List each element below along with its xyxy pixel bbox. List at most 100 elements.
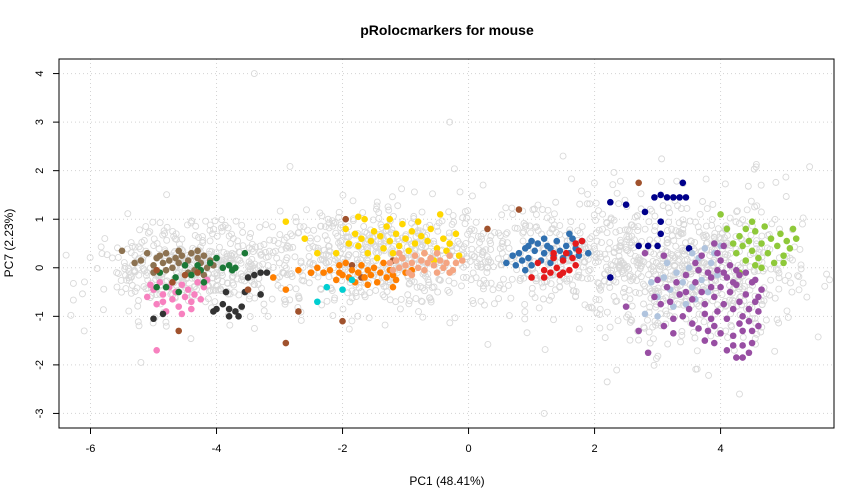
background-point-1840 [657,178,665,185]
marker-point-9-2 [512,262,520,269]
background-point-1711 [628,317,636,324]
background-point-635 [487,279,495,287]
marker-point-0-0 [118,247,126,255]
background-point-222 [226,251,234,259]
background-point-1308 [593,237,601,245]
background-point-856 [373,202,381,210]
marker-point-12-21 [654,313,661,320]
background-point-1311 [621,226,629,234]
background-point-1862 [651,286,659,293]
background-point-1800 [671,254,679,261]
background-point-383 [266,236,274,244]
marker-point-9-30 [525,242,532,250]
background-point-223 [169,228,177,235]
background-point-603 [406,279,414,287]
background-point-804 [417,297,425,305]
background-point-1455 [663,227,671,235]
marker-point-14-56 [720,269,728,276]
background-point-826 [334,232,341,240]
background-point-77 [134,318,142,326]
background-point-1641 [739,333,747,341]
background-point-750 [449,212,457,219]
background-point-1747 [782,173,790,181]
background-point-1570 [607,214,615,222]
marker-point-13-23 [748,218,756,225]
background-point-1162 [516,277,524,285]
marker-point-12-0 [647,279,655,286]
background-point-633 [494,255,502,263]
background-point-349 [131,288,139,295]
background-point-798 [300,223,308,231]
background-point-1142 [547,280,555,288]
marker-point-14-5 [726,288,734,296]
background-point-795 [296,223,304,231]
background-point-1202 [592,258,599,266]
marker-point-6-20 [399,220,406,228]
background-point-837 [480,285,487,293]
marker-point-3-0 [150,315,157,323]
marker-point-14-19 [739,327,746,335]
background-point-1084 [408,219,416,227]
background-point-1056 [483,268,491,276]
background-point-549 [323,297,331,305]
background-point-1128 [586,266,594,273]
marker-point-5-6 [326,266,334,274]
background-point-1361 [775,274,783,282]
background-point-96 [159,231,167,239]
marker-point-7-15 [433,269,441,276]
background-point-1735 [768,220,776,228]
background-point-182 [199,233,206,241]
marker-point-6-13 [377,232,384,240]
background-point-730 [385,206,393,214]
marker-point-6-33 [443,247,450,255]
marker-point-13-19 [783,237,791,245]
background-point-1616 [663,239,671,247]
background-point-1853 [784,314,792,321]
marker-point-6-28 [424,237,431,245]
marker-point-6-3 [332,249,340,257]
background-point-1873 [654,319,662,327]
background-point-958 [576,229,584,237]
background-point-1664 [693,347,701,355]
marker-point-9-11 [540,249,548,257]
marker-point-14-1 [714,308,721,315]
background-point-219 [264,262,272,270]
background-point-1703 [702,231,710,239]
marker-point-8-2 [339,286,346,293]
marker-point-7-19 [446,252,453,259]
marker-point-4-4 [244,286,252,293]
background-point-1583 [649,263,657,271]
marker-series-14 [622,240,765,361]
background-point-943 [528,284,536,292]
background-point-1824 [803,293,811,301]
background-point-984 [592,296,600,303]
background-point-682 [262,221,270,229]
background-point-1297 [566,275,574,283]
background-point-1190 [552,198,560,206]
background-point-779 [435,275,443,283]
background-point-1326 [509,211,517,218]
background-point-1404 [814,333,822,341]
background-point-386 [93,265,101,272]
marker-point-12-16 [707,259,715,267]
marker-point-6-6 [354,242,362,250]
marker-point-2-9 [219,264,227,272]
background-point-1494 [757,328,765,336]
background-point-1733 [700,259,708,267]
chart-title: pRolocmarkers for mouse [360,22,534,38]
background-point-793 [434,227,442,235]
background-point-622 [396,305,404,313]
background-point-1362 [677,338,684,346]
marker-point-4-12 [484,225,491,233]
background-point-1402 [690,328,698,336]
marker-point-14-61 [714,266,721,274]
marker-point-14-77 [688,296,696,303]
marker-point-7-8 [411,252,419,259]
background-point-1551 [794,272,802,280]
marker-series-10 [528,237,586,281]
marker-point-5-16 [361,274,368,281]
background-point-510 [476,239,484,247]
background-point-1775 [774,266,782,274]
background-point-1350 [592,254,600,261]
